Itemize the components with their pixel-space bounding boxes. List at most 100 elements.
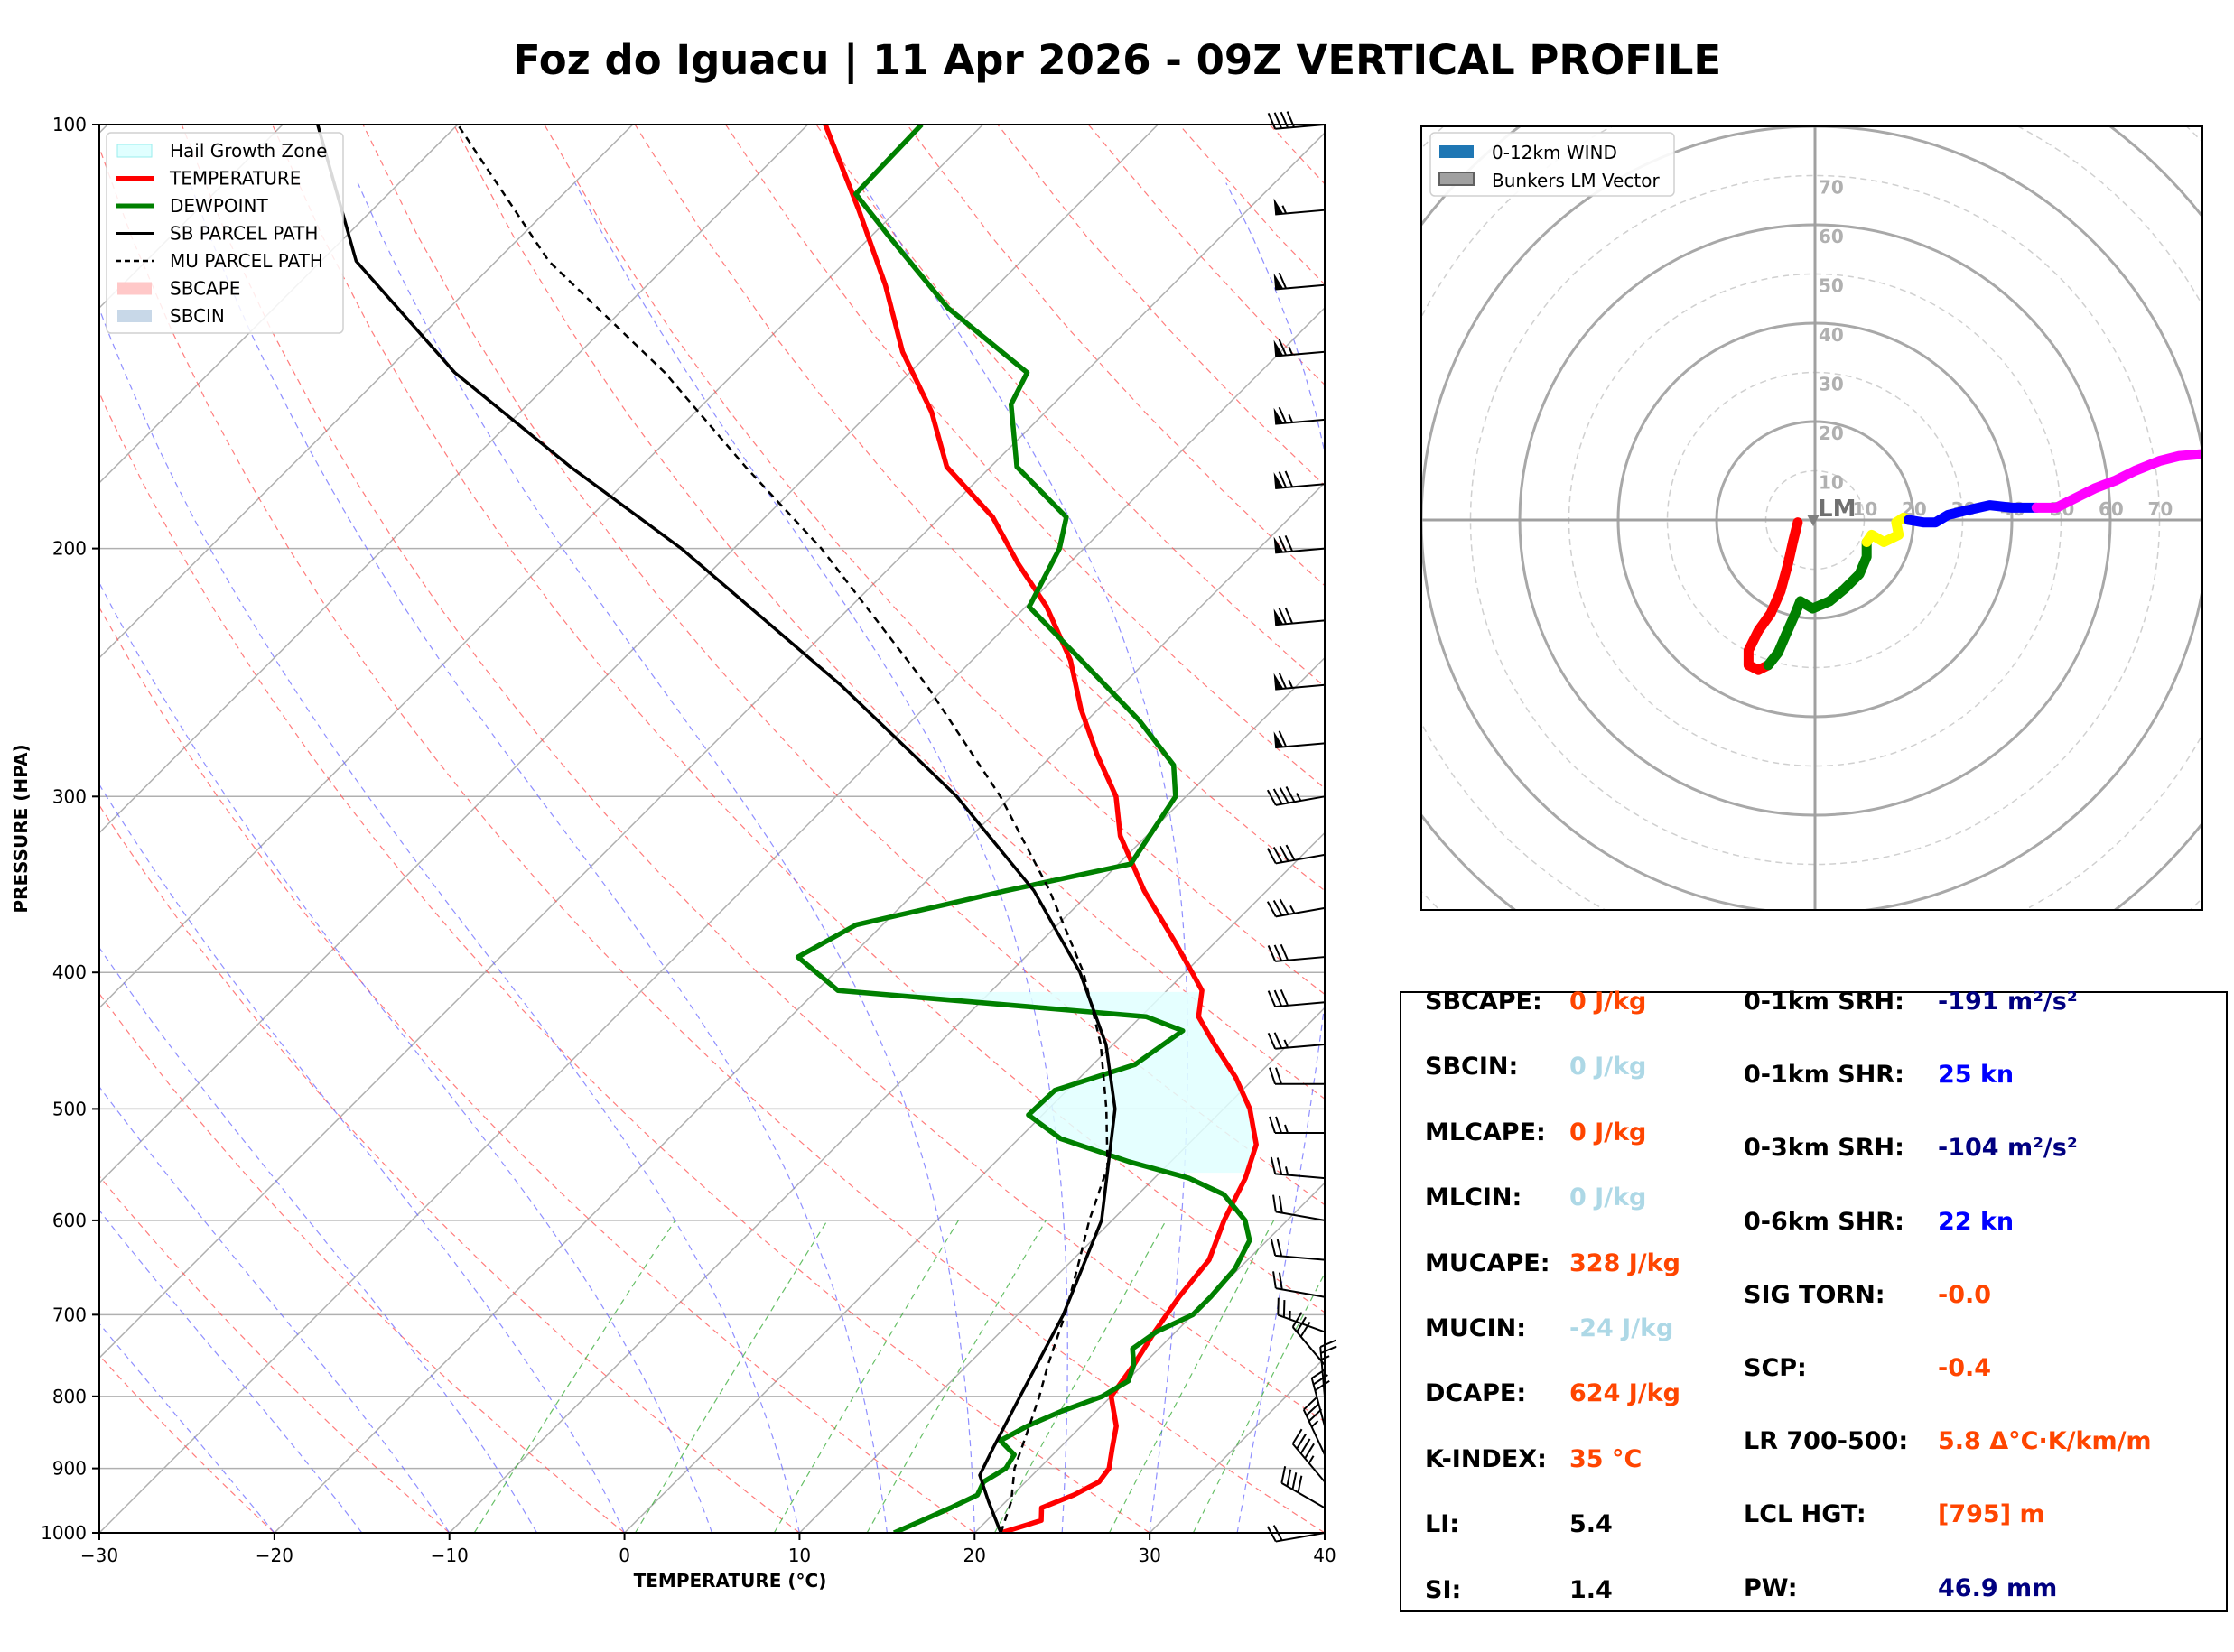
wind-barb-feather <box>1304 1443 1315 1459</box>
wind-barb-feather <box>1273 989 1283 1007</box>
stat-label: MUCAPE: <box>1425 1248 1550 1277</box>
y-tick-label: 300 <box>52 785 87 807</box>
x-tick-label: −10 <box>431 1545 469 1566</box>
dry-adiabat-line <box>99 391 1150 1533</box>
hodograph-segment <box>1861 512 1914 547</box>
stat-value: 0 J/kg <box>1569 1053 1647 1081</box>
wind-barb-feather <box>1280 111 1289 128</box>
wind-barb-feather <box>1267 945 1277 962</box>
dewpoint-line <box>795 125 1252 1533</box>
isotherm-line <box>99 125 983 1009</box>
stat-value: [795] m <box>1938 1500 2045 1529</box>
stat-value: 1.4 <box>1569 1575 1613 1604</box>
dry-adiabat-line <box>272 125 1325 1313</box>
legend-swatch <box>117 282 152 295</box>
dry-adiabat-line <box>99 992 625 1533</box>
wind-barb-feather <box>1267 112 1277 130</box>
wind-barb <box>1275 1044 1326 1050</box>
mixing-ratio-line <box>866 1220 1047 1533</box>
legend-swatch <box>116 144 153 158</box>
wind-barb-feather <box>1279 787 1289 803</box>
dry-adiabat-line <box>544 125 1325 996</box>
wind-barb <box>1275 350 1326 357</box>
wind-barb <box>1275 853 1326 865</box>
x-tick-label: 30 <box>1138 1545 1160 1566</box>
stat-value: -0.0 <box>1938 1280 1992 1309</box>
dry-adiabat-line <box>452 125 1325 1100</box>
wind-barb-feather <box>1266 848 1277 864</box>
wind-barb-feather <box>1299 1321 1311 1338</box>
y-tick-label: 600 <box>52 1210 87 1231</box>
moist-adiabat-line <box>99 946 538 1533</box>
stat-value: -191 m²/s² <box>1938 988 2078 1016</box>
wind-barb-feather <box>1310 1420 1319 1428</box>
mixing-ratio-line <box>634 1220 828 1533</box>
hodograph-ring-label: 10 <box>1819 472 1844 494</box>
wind-barb <box>1275 1001 1326 1008</box>
skew-t-frame <box>98 124 1326 1534</box>
wind-barb-flag <box>1273 673 1284 690</box>
legend-label: SBCAPE <box>170 278 240 300</box>
x-tick-label: −20 <box>256 1545 293 1566</box>
x-tick-label: 20 <box>963 1545 986 1566</box>
wind-barb-feather <box>1284 1124 1289 1134</box>
legend-swatch <box>117 310 152 322</box>
wind-barb-feather <box>1278 471 1288 488</box>
moist-adiabat-line <box>99 307 800 1533</box>
stat-value: -0.4 <box>1938 1354 1992 1382</box>
hodograph-ring-label: 40 <box>1819 324 1844 346</box>
y-tick-label: 1000 <box>41 1522 87 1544</box>
wind-barb-feather <box>1267 1032 1277 1050</box>
hodograph-ring <box>1421 126 2202 910</box>
moist-adiabat-line <box>99 581 713 1533</box>
legend-swatch <box>1439 145 1474 158</box>
wind-barb-feather <box>1291 1312 1303 1328</box>
wind-barb-feather <box>1282 1300 1286 1318</box>
wind-barb-feather <box>1273 944 1283 961</box>
wind-barb-feather <box>1278 1272 1283 1290</box>
wind-barb-feather <box>1270 1239 1277 1257</box>
isotherm-line <box>99 125 809 834</box>
wind-barb-feather <box>1269 1067 1276 1085</box>
wind-barb-feather <box>1289 905 1296 914</box>
wind-barb-feather <box>1320 1345 1337 1354</box>
stat-label: LI: <box>1425 1510 1460 1539</box>
hodograph-ring-label: 20 <box>1819 422 1844 444</box>
wind-barb-feather <box>1272 847 1283 863</box>
dry-adiabat-line <box>725 125 1325 790</box>
wind-barb-flag <box>1273 731 1284 748</box>
wind-barb-feather <box>1285 844 1296 861</box>
wind-barb <box>1275 906 1326 918</box>
stat-label: 0-3km SRH: <box>1744 1134 1904 1163</box>
hodograph-ring-label: 70 <box>1819 177 1844 199</box>
wind-barb-feather <box>1311 1368 1327 1379</box>
y-tick-label: 200 <box>52 538 87 560</box>
wind-barb-feather <box>1266 901 1277 917</box>
mixing-ratio-line <box>773 1220 959 1533</box>
wind-barb-feather <box>1308 1455 1315 1464</box>
dry-adiabat-line <box>99 1354 275 1533</box>
wind-barb-feather <box>1272 900 1283 916</box>
wind-barb <box>1275 1532 1326 1543</box>
wind-barb-feather <box>1269 1116 1276 1134</box>
wind-barb-feather <box>1266 789 1277 806</box>
wind-barb <box>1277 1313 1326 1333</box>
wind-barb-feather <box>1284 534 1294 552</box>
chart-title: Foz do Iguacu | 11 Apr 2026 - 09Z VERTIC… <box>512 36 1722 84</box>
wind-barb-feather <box>1278 608 1288 625</box>
wind-barb-feather <box>1283 1039 1289 1048</box>
wind-barb <box>1275 956 1326 962</box>
dry-adiabat-line <box>99 804 800 1533</box>
wind-barb <box>1275 619 1326 626</box>
mixing-ratio-line <box>1192 1272 1325 1533</box>
stat-value: 46.9 mm <box>1938 1573 2058 1602</box>
wind-barb <box>1275 418 1326 425</box>
wind-barb-feather <box>1288 679 1294 689</box>
hodograph-frame <box>1420 125 2203 911</box>
mixing-ratio-line <box>1108 1220 1275 1533</box>
wind-barb <box>1275 1173 1326 1180</box>
stat-label: MUCIN: <box>1425 1314 1527 1342</box>
stat-label: SI: <box>1425 1575 1462 1604</box>
wind-barb-feather <box>1272 1194 1277 1212</box>
wind-barb-feather <box>1280 1466 1287 1484</box>
